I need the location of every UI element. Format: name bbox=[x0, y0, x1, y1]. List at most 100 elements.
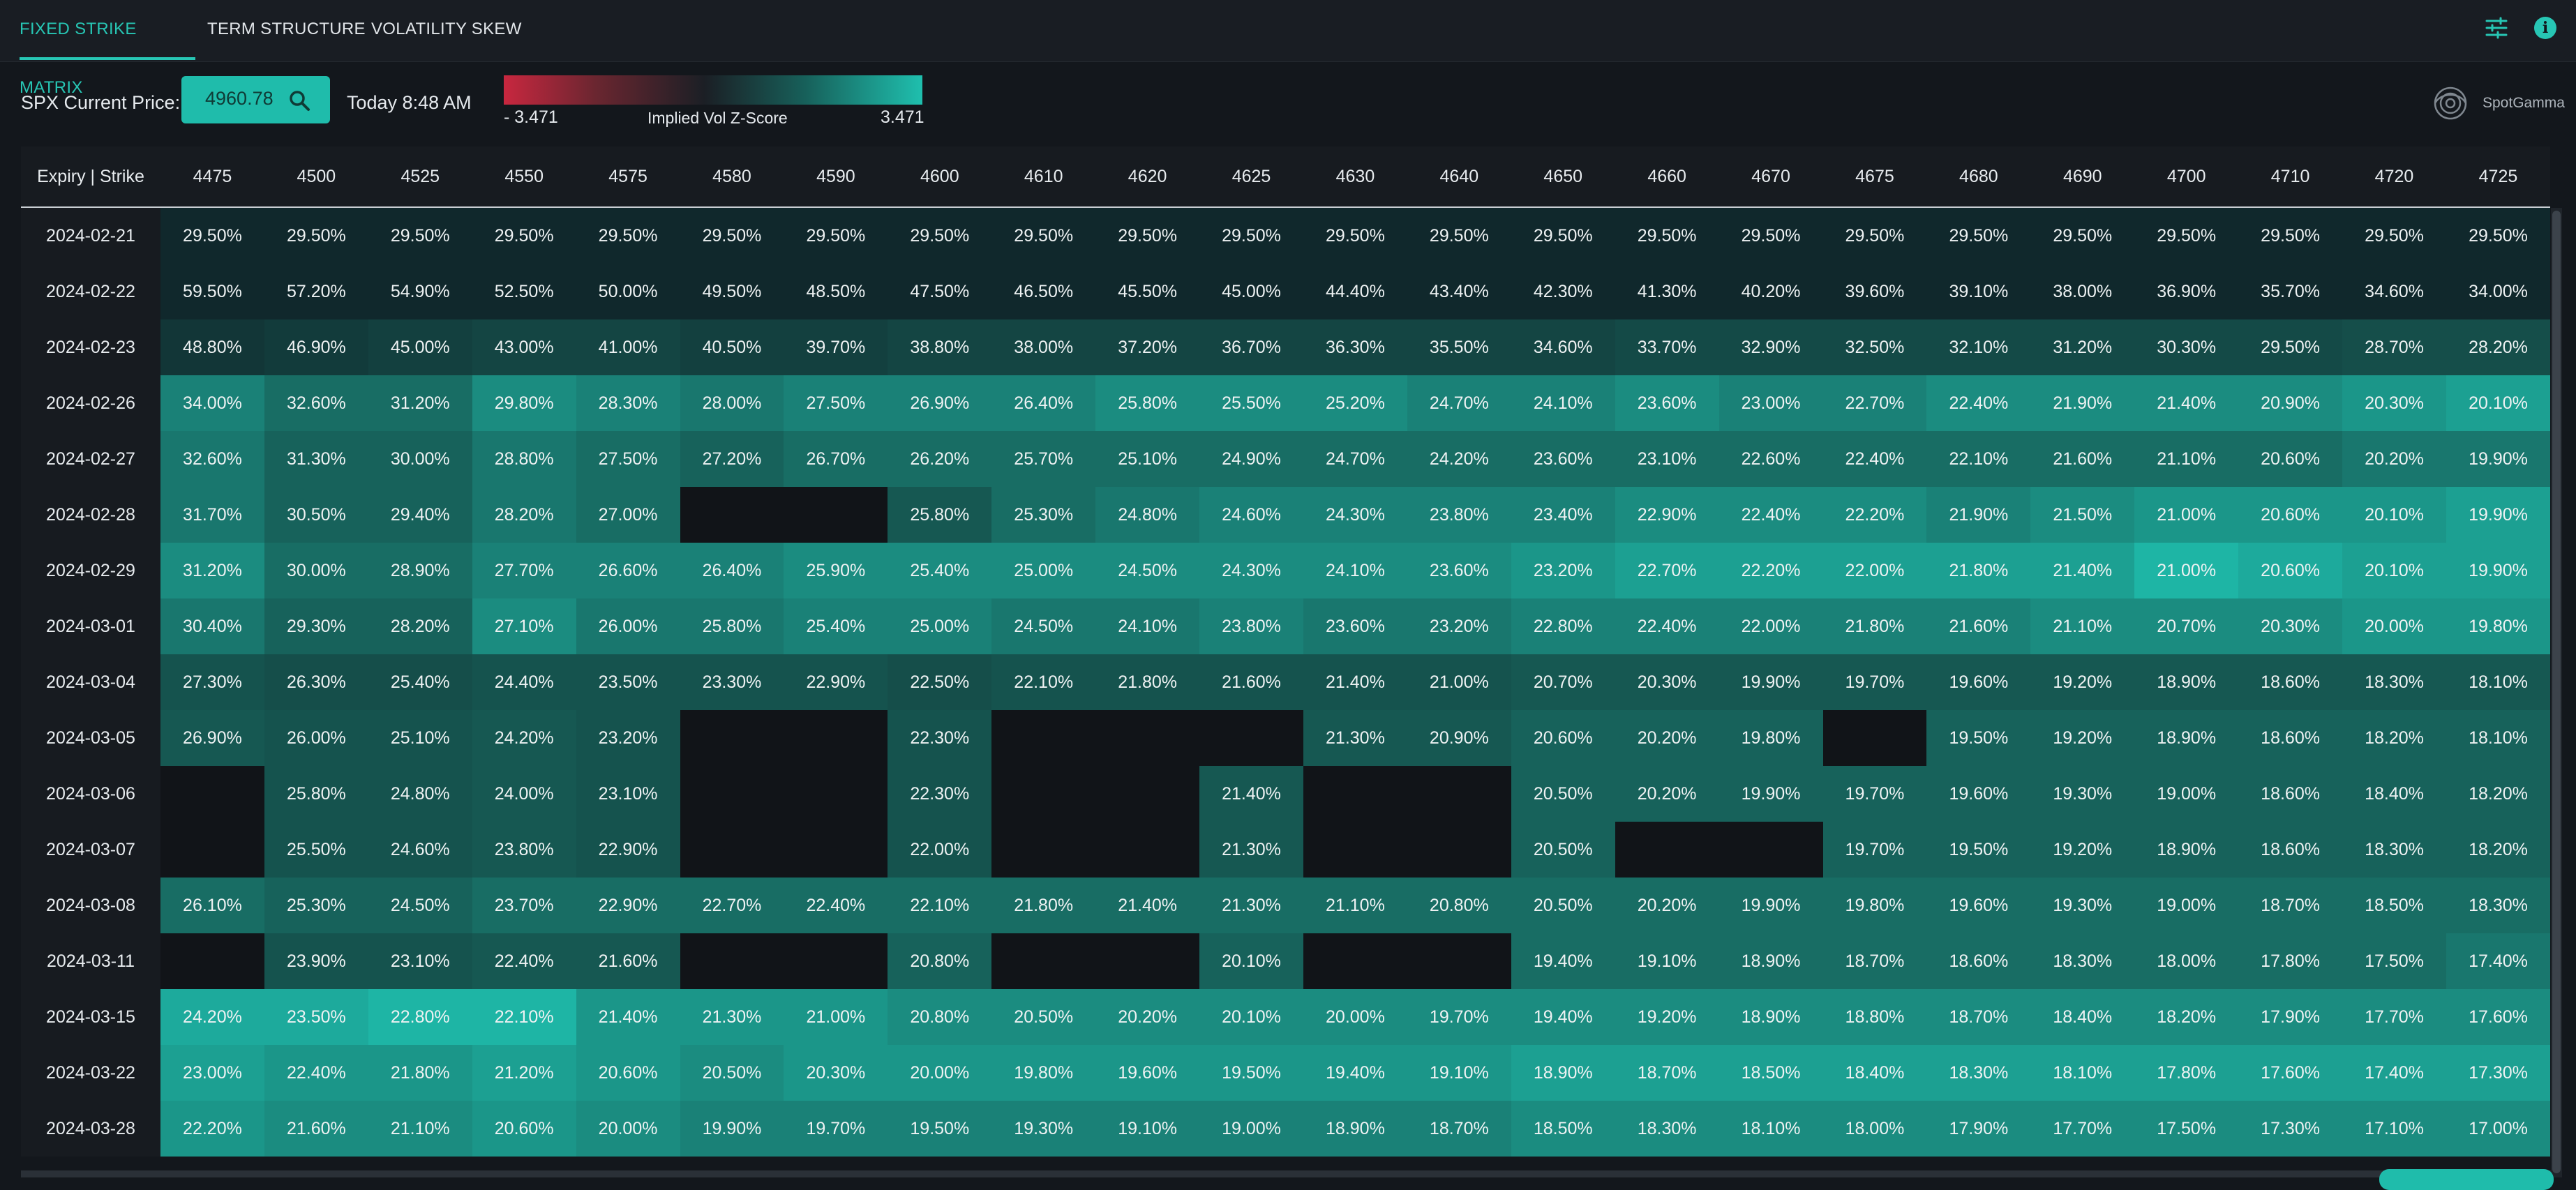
iv-cell[interactable]: 17.60% bbox=[2446, 989, 2550, 1045]
iv-cell[interactable]: 18.70% bbox=[1926, 989, 2031, 1045]
iv-cell[interactable]: 35.50% bbox=[1407, 319, 1511, 375]
iv-cell[interactable]: 30.00% bbox=[368, 431, 472, 487]
iv-cell[interactable]: 18.60% bbox=[2238, 710, 2343, 766]
iv-cell[interactable]: 21.60% bbox=[264, 1101, 368, 1157]
strike-header[interactable]: 4640 bbox=[1407, 146, 1511, 208]
iv-cell[interactable]: 29.40% bbox=[368, 487, 472, 543]
iv-cell[interactable]: 28.20% bbox=[368, 598, 472, 654]
iv-cell[interactable]: 23.10% bbox=[1615, 431, 1719, 487]
iv-cell[interactable]: 32.10% bbox=[1926, 319, 2031, 375]
iv-cell[interactable]: 41.30% bbox=[1615, 264, 1719, 319]
iv-cell[interactable]: 26.30% bbox=[264, 654, 368, 710]
iv-cell[interactable]: 21.40% bbox=[2134, 375, 2239, 431]
iv-cell[interactable]: 18.20% bbox=[2446, 766, 2550, 822]
iv-cell[interactable]: 19.70% bbox=[784, 1101, 888, 1157]
iv-cell[interactable]: 22.90% bbox=[576, 878, 680, 933]
iv-cell[interactable]: 20.00% bbox=[888, 1045, 992, 1101]
iv-cell[interactable]: 18.20% bbox=[2342, 710, 2446, 766]
iv-cell[interactable]: 29.80% bbox=[472, 375, 576, 431]
iv-cell[interactable]: 21.00% bbox=[1407, 654, 1511, 710]
iv-cell[interactable]: 24.80% bbox=[1095, 487, 1200, 543]
iv-cell[interactable]: 29.50% bbox=[1718, 207, 1823, 264]
iv-cell[interactable]: 29.50% bbox=[160, 207, 264, 264]
strike-header[interactable]: 4575 bbox=[576, 146, 680, 208]
iv-cell[interactable]: 25.70% bbox=[991, 431, 1096, 487]
iv-cell[interactable]: 43.40% bbox=[1407, 264, 1511, 319]
iv-cell[interactable]: 19.80% bbox=[2446, 598, 2550, 654]
iv-cell[interactable]: 19.60% bbox=[1926, 654, 2031, 710]
iv-cell[interactable]: 17.90% bbox=[2238, 989, 2343, 1045]
iv-cell[interactable]: 18.40% bbox=[2342, 766, 2446, 822]
iv-cell[interactable]: 20.50% bbox=[1511, 878, 1615, 933]
iv-cell[interactable]: 20.10% bbox=[2342, 543, 2446, 598]
iv-cell[interactable]: 19.30% bbox=[2030, 878, 2135, 933]
iv-cell[interactable]: 29.50% bbox=[1407, 207, 1511, 264]
iv-cell[interactable]: 22.70% bbox=[1615, 543, 1719, 598]
iv-cell[interactable]: 27.00% bbox=[576, 487, 680, 543]
iv-cell[interactable]: 21.80% bbox=[1095, 654, 1200, 710]
strike-header[interactable]: 4680 bbox=[1926, 146, 2031, 208]
iv-cell[interactable]: 19.90% bbox=[1718, 766, 1823, 822]
iv-cell[interactable]: 21.30% bbox=[680, 989, 784, 1045]
iv-cell[interactable]: 18.90% bbox=[2134, 710, 2239, 766]
iv-cell[interactable]: 22.70% bbox=[680, 878, 784, 933]
iv-cell[interactable]: 29.30% bbox=[264, 598, 368, 654]
iv-cell[interactable]: 22.30% bbox=[888, 710, 992, 766]
iv-cell[interactable]: 25.40% bbox=[784, 598, 888, 654]
iv-cell[interactable]: 21.60% bbox=[576, 933, 680, 989]
iv-cell[interactable]: 20.60% bbox=[2238, 487, 2343, 543]
iv-cell[interactable]: 29.50% bbox=[1511, 207, 1615, 264]
iv-cell[interactable]: 20.20% bbox=[1095, 989, 1200, 1045]
iv-cell[interactable]: 17.60% bbox=[2238, 1045, 2343, 1101]
iv-cell[interactable]: 29.50% bbox=[264, 207, 368, 264]
iv-cell[interactable]: 20.50% bbox=[1511, 766, 1615, 822]
iv-cell[interactable]: 22.10% bbox=[888, 878, 992, 933]
iv-cell[interactable]: 19.90% bbox=[1718, 878, 1823, 933]
iv-cell[interactable]: 25.50% bbox=[1199, 375, 1303, 431]
iv-cell[interactable]: 25.50% bbox=[264, 822, 368, 878]
iv-cell[interactable]: 22.00% bbox=[1718, 598, 1823, 654]
iv-cell[interactable]: 25.80% bbox=[888, 487, 992, 543]
strike-header[interactable]: 4675 bbox=[1822, 146, 1927, 208]
iv-cell[interactable]: 18.10% bbox=[2446, 654, 2550, 710]
iv-cell[interactable]: 18.30% bbox=[2446, 878, 2550, 933]
iv-cell[interactable]: 25.40% bbox=[368, 654, 472, 710]
iv-cell[interactable]: 23.60% bbox=[1303, 598, 1407, 654]
iv-cell[interactable]: 23.60% bbox=[1511, 431, 1615, 487]
strike-header[interactable]: 4650 bbox=[1511, 146, 1615, 208]
iv-cell[interactable]: 18.60% bbox=[1926, 933, 2031, 989]
iv-cell[interactable]: 26.00% bbox=[264, 710, 368, 766]
iv-cell[interactable]: 17.40% bbox=[2342, 1045, 2446, 1101]
iv-cell[interactable]: 27.30% bbox=[160, 654, 264, 710]
iv-cell[interactable]: 21.00% bbox=[2134, 543, 2239, 598]
iv-cell[interactable]: 26.40% bbox=[991, 375, 1096, 431]
iv-cell[interactable]: 18.90% bbox=[1718, 989, 1823, 1045]
tab-term-structure[interactable]: TERM STRUCTURE bbox=[207, 20, 366, 38]
iv-cell[interactable]: 17.80% bbox=[2238, 933, 2343, 989]
iv-cell[interactable]: 40.20% bbox=[1718, 264, 1823, 319]
iv-cell[interactable]: 18.50% bbox=[1511, 1101, 1615, 1157]
iv-cell[interactable]: 30.40% bbox=[160, 598, 264, 654]
iv-cell[interactable]: 47.50% bbox=[888, 264, 992, 319]
iv-cell[interactable]: 22.20% bbox=[160, 1101, 264, 1157]
strike-header[interactable]: 4725 bbox=[2446, 146, 2550, 208]
iv-cell[interactable]: 23.30% bbox=[680, 654, 784, 710]
iv-cell[interactable]: 31.20% bbox=[368, 375, 472, 431]
iv-cell[interactable]: 23.10% bbox=[368, 933, 472, 989]
iv-cell[interactable]: 28.80% bbox=[472, 431, 576, 487]
iv-cell[interactable]: 39.10% bbox=[1926, 264, 2031, 319]
iv-cell[interactable]: 21.10% bbox=[2030, 598, 2135, 654]
iv-cell[interactable]: 19.70% bbox=[1822, 822, 1927, 878]
strike-header[interactable]: 4630 bbox=[1303, 146, 1407, 208]
iv-cell[interactable]: 21.40% bbox=[1303, 654, 1407, 710]
iv-cell[interactable]: 18.70% bbox=[1407, 1101, 1511, 1157]
iv-cell[interactable]: 20.60% bbox=[2238, 543, 2343, 598]
iv-cell[interactable]: 17.00% bbox=[2446, 1101, 2550, 1157]
iv-cell[interactable]: 25.80% bbox=[680, 598, 784, 654]
iv-cell[interactable]: 20.00% bbox=[2342, 598, 2446, 654]
iv-cell[interactable]: 20.80% bbox=[1407, 878, 1511, 933]
iv-cell[interactable]: 25.90% bbox=[784, 543, 888, 598]
iv-cell[interactable]: 19.50% bbox=[1926, 710, 2031, 766]
iv-cell[interactable]: 33.70% bbox=[1615, 319, 1719, 375]
iv-cell[interactable]: 24.10% bbox=[1511, 375, 1615, 431]
